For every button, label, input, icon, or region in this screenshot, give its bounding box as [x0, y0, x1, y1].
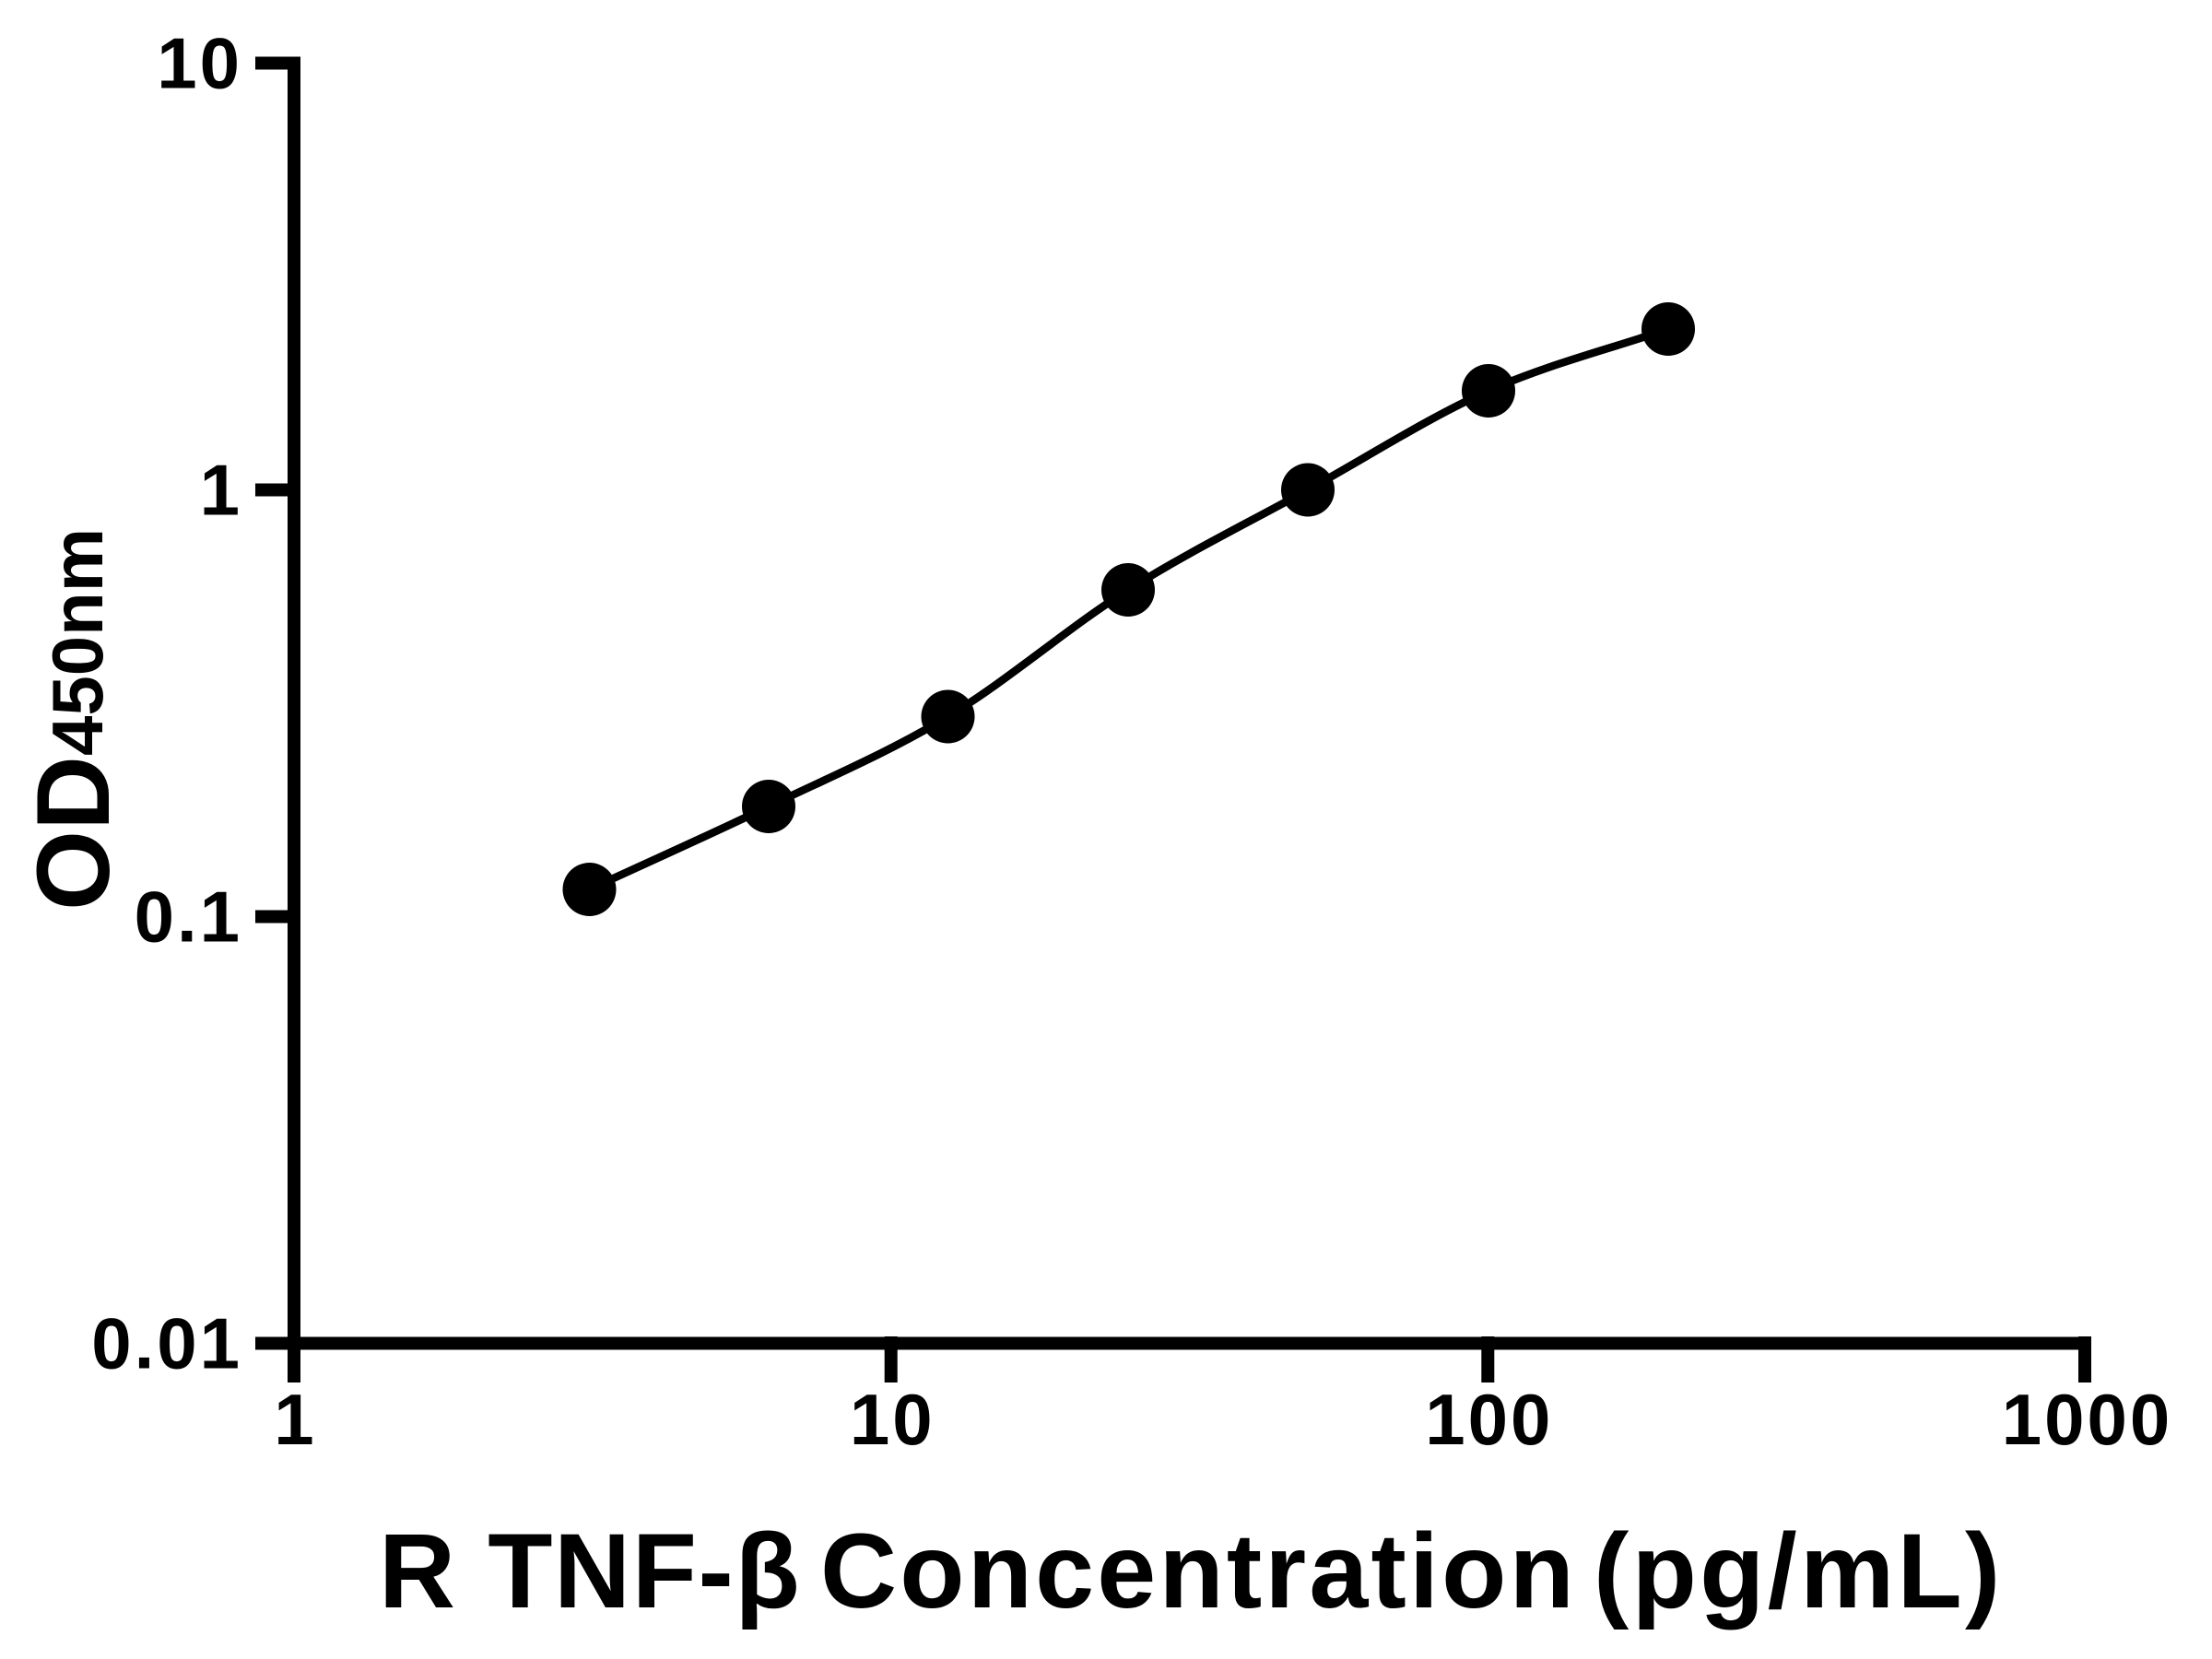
svg-text:10: 10: [850, 1379, 935, 1460]
svg-text:10: 10: [157, 23, 242, 104]
svg-text:0.1: 0.1: [135, 877, 242, 958]
svg-text:1: 1: [274, 1379, 316, 1460]
svg-text:0.01: 0.01: [91, 1303, 242, 1384]
svg-text:1: 1: [200, 450, 242, 531]
svg-text:100: 100: [1425, 1379, 1553, 1460]
svg-text:1000: 1000: [2002, 1379, 2173, 1460]
